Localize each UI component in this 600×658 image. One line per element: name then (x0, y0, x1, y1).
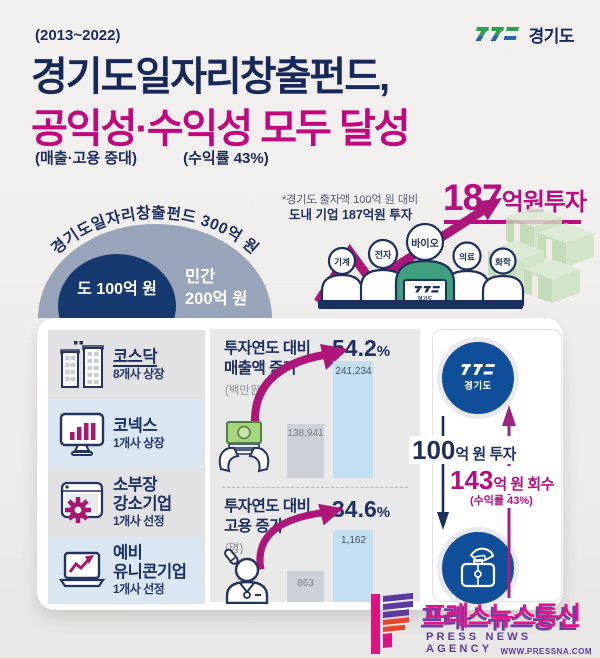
fund-composition-chart: 경기도일자리창출펀드 300억 원 도 100억 원 민간 200억 원 (18, 190, 298, 318)
chart1-unit: (백만원) (225, 385, 265, 397)
gyeonggi-glyph-icon (461, 364, 495, 375)
fund-province-label: 도 100억 원 (77, 279, 157, 298)
gyeonggi-logo-text: 경기도 (528, 27, 575, 46)
invest-down-arrow (437, 416, 449, 530)
monitor-chart-icon (57, 411, 107, 457)
sector-label-machinery: 기계 (334, 257, 350, 267)
briefcase-circle-badge (437, 527, 519, 609)
employee-icon (224, 548, 269, 604)
gear-window-icon (57, 480, 107, 525)
press-agency-name: 프레스뉴스통신 (423, 601, 581, 631)
person-medical: 의료 (443, 241, 491, 307)
press-agency-logo-icon (371, 592, 413, 654)
chart1-bar-before-label: 138,941 (287, 428, 324, 439)
chart1-bar-before (287, 424, 324, 478)
press-agency-eng: PRESS NEWS AGENCY (426, 631, 532, 655)
note-return-rate: (수익률 43%) (183, 150, 269, 167)
achievement-row-kosdaq: 코스닥 8개사 상장 (48, 330, 205, 399)
achievement-row-konex: 코넥스 1개사 상장 (48, 399, 205, 468)
achievement-title-2: 유니콘기업 (113, 562, 187, 581)
achievement-title-2: 강소기업 (113, 494, 172, 513)
buildings-icon (57, 339, 107, 391)
achievement-title: 코스닥 (113, 347, 158, 366)
period-label: (2013~2022) (35, 27, 121, 44)
chart2-arrow-icon (256, 503, 344, 571)
charts-divider (222, 487, 408, 488)
investment-footnote-2: 도내 기업 187억원 투자 (289, 208, 413, 222)
fund-semicircle: 경기도일자리창출펀드 300억 원 도 100억 원 민간 200억 원 (38, 203, 272, 318)
laptop-logo-text: 경기도 (417, 295, 432, 303)
return-rate-note: (수익률 43%) (467, 495, 536, 508)
sectors-scene: 기계 전자 의료 화학 바이오 (314, 198, 594, 309)
sector-label-bio: 바이오 (411, 237, 439, 250)
sector-label-electronics: 전자 (375, 249, 392, 260)
achievement-title: 코넥스 (113, 416, 158, 435)
sector-label-medical: 의료 (459, 252, 475, 262)
achievement-subtitle: 1개사 상장 (113, 436, 165, 451)
chart1-bar-after-label: 241,234 (335, 366, 372, 377)
gyeonggi-logo-icon (475, 27, 519, 41)
achievement-title-1: 소부장 (113, 476, 158, 495)
return-amount-label: 143억 원 회수 (447, 466, 557, 494)
gyeonggi-circle-label: 경기도 (464, 381, 492, 392)
subtitle-notes: (매출·고용 증대) (수익률 43%) (35, 147, 269, 168)
laptop-growth-icon (57, 551, 107, 591)
briefcase-hand-icon (460, 547, 496, 588)
hands-money-icon (218, 421, 270, 473)
desk-bar (318, 300, 523, 309)
person-machinery: 기계 (320, 246, 364, 307)
achievement-subtitle: 1개사 선정 (113, 582, 165, 597)
fund-province-shape (58, 254, 176, 318)
chart2-growth-pct: 34.6% (332, 496, 391, 522)
chart2-bar-after (333, 530, 373, 602)
page-title: 경기도일자리창출펀드, (31, 55, 390, 99)
sector-label-chemical: 화학 (495, 257, 511, 267)
achievement-row-unicorn: 예비 유니콘기업 1개사 선정 (48, 537, 205, 604)
chart2-bar-before-label: 863 (297, 578, 314, 589)
chart2-bar-after-label: 1,162 (340, 535, 367, 546)
press-agency-url: WWW.PRESSNA.COM (500, 647, 592, 656)
invest-amount-label: 100억 원 투자 (409, 436, 519, 464)
person-electronics: 전자 (359, 238, 407, 307)
page-subtitle: 공익성·수익성 모두 달성 (31, 107, 411, 151)
achievement-title-1: 예비 (113, 544, 143, 563)
chart2-bar-before (287, 571, 324, 602)
gyeonggi-circle-badge: 경기도 (437, 337, 519, 419)
chart1-bar-after (333, 361, 373, 478)
gyeonggi-logo: 경기도 (473, 22, 575, 47)
fund-private-label-2: 200억 원 (185, 289, 247, 308)
person-chemical: 화학 (481, 247, 525, 307)
investment-footnote-1: *경기도 출자액 100억 원 대비 (282, 194, 419, 206)
chart1-arrow-icon (251, 344, 348, 433)
achievement-subtitle: 8개사 상장 (113, 367, 165, 382)
person-bio: 바이오 경기도 (394, 222, 456, 307)
fund-private-label-1: 민간 (185, 267, 215, 286)
achievement-row-sobujang: 소부장 강소기업 1개사 선정 (48, 468, 205, 537)
achievement-subtitle: 1개사 선정 (113, 514, 165, 529)
laptop-logo-icon (414, 286, 440, 293)
note-sales-employment: (매출·고용 증대) (35, 150, 137, 167)
